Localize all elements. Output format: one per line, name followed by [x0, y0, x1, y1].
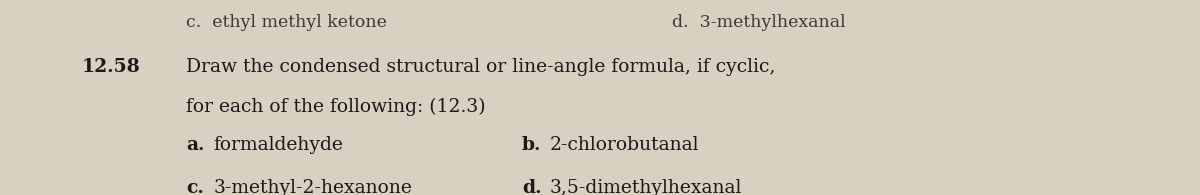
- Text: 12.58: 12.58: [82, 58, 140, 76]
- Text: c.: c.: [186, 179, 204, 195]
- Text: Draw the condensed structural or line-angle formula, if cyclic,: Draw the condensed structural or line-an…: [186, 58, 775, 76]
- Text: d.  3-methylhexanal: d. 3-methylhexanal: [672, 14, 846, 31]
- Text: d.: d.: [522, 179, 541, 195]
- Text: for each of the following: (12.3): for each of the following: (12.3): [186, 98, 486, 116]
- Text: 3-methyl-2-hexanone: 3-methyl-2-hexanone: [214, 179, 413, 195]
- Text: c.  ethyl methyl ketone: c. ethyl methyl ketone: [186, 14, 386, 31]
- Text: formaldehyde: formaldehyde: [214, 136, 343, 154]
- Text: 2-chlorobutanal: 2-chlorobutanal: [550, 136, 700, 154]
- Text: b.: b.: [522, 136, 541, 154]
- Text: a.: a.: [186, 136, 204, 154]
- Text: 3,5-dimethylhexanal: 3,5-dimethylhexanal: [550, 179, 742, 195]
